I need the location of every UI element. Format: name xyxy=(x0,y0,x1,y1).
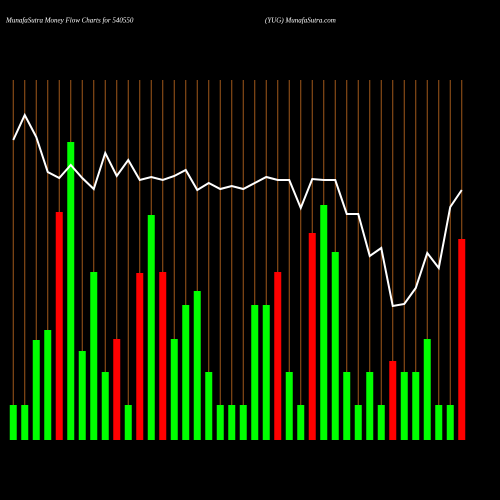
bar xyxy=(308,233,316,440)
bar xyxy=(101,372,109,440)
bar xyxy=(435,405,443,440)
bar xyxy=(44,330,52,440)
bar xyxy=(205,372,213,440)
bar xyxy=(159,272,167,440)
bar xyxy=(55,212,63,440)
bar xyxy=(354,405,362,440)
bar xyxy=(9,405,17,440)
bar xyxy=(147,215,155,440)
bar xyxy=(124,405,132,440)
bar xyxy=(170,339,178,440)
bar xyxy=(343,372,351,440)
money-flow-line xyxy=(12,112,463,308)
bar xyxy=(136,273,144,440)
bar xyxy=(297,405,305,440)
bar xyxy=(78,351,86,440)
bar xyxy=(32,340,40,440)
chart-title: MunafaSutra Money Flow Charts for 540550 xyxy=(5,17,134,25)
bar xyxy=(216,405,224,440)
bar xyxy=(274,272,282,440)
bar xyxy=(251,305,259,440)
bar xyxy=(331,252,339,440)
bar xyxy=(228,405,236,440)
bar xyxy=(423,339,431,440)
bar xyxy=(400,372,408,440)
bar xyxy=(377,405,385,440)
bar xyxy=(389,361,397,440)
bar xyxy=(182,305,190,440)
chart-subtitle: (YUG) MunafaSutra.com xyxy=(265,17,336,25)
bar xyxy=(239,405,247,440)
bar xyxy=(193,291,201,440)
bar xyxy=(262,305,270,440)
bar xyxy=(446,405,454,440)
bar xyxy=(320,205,328,440)
bar xyxy=(90,272,98,440)
bar xyxy=(458,239,466,440)
bar xyxy=(67,142,75,440)
bar xyxy=(285,372,293,440)
bar xyxy=(113,339,121,440)
bar xyxy=(21,405,29,440)
bar xyxy=(366,372,374,440)
bar xyxy=(412,372,420,440)
